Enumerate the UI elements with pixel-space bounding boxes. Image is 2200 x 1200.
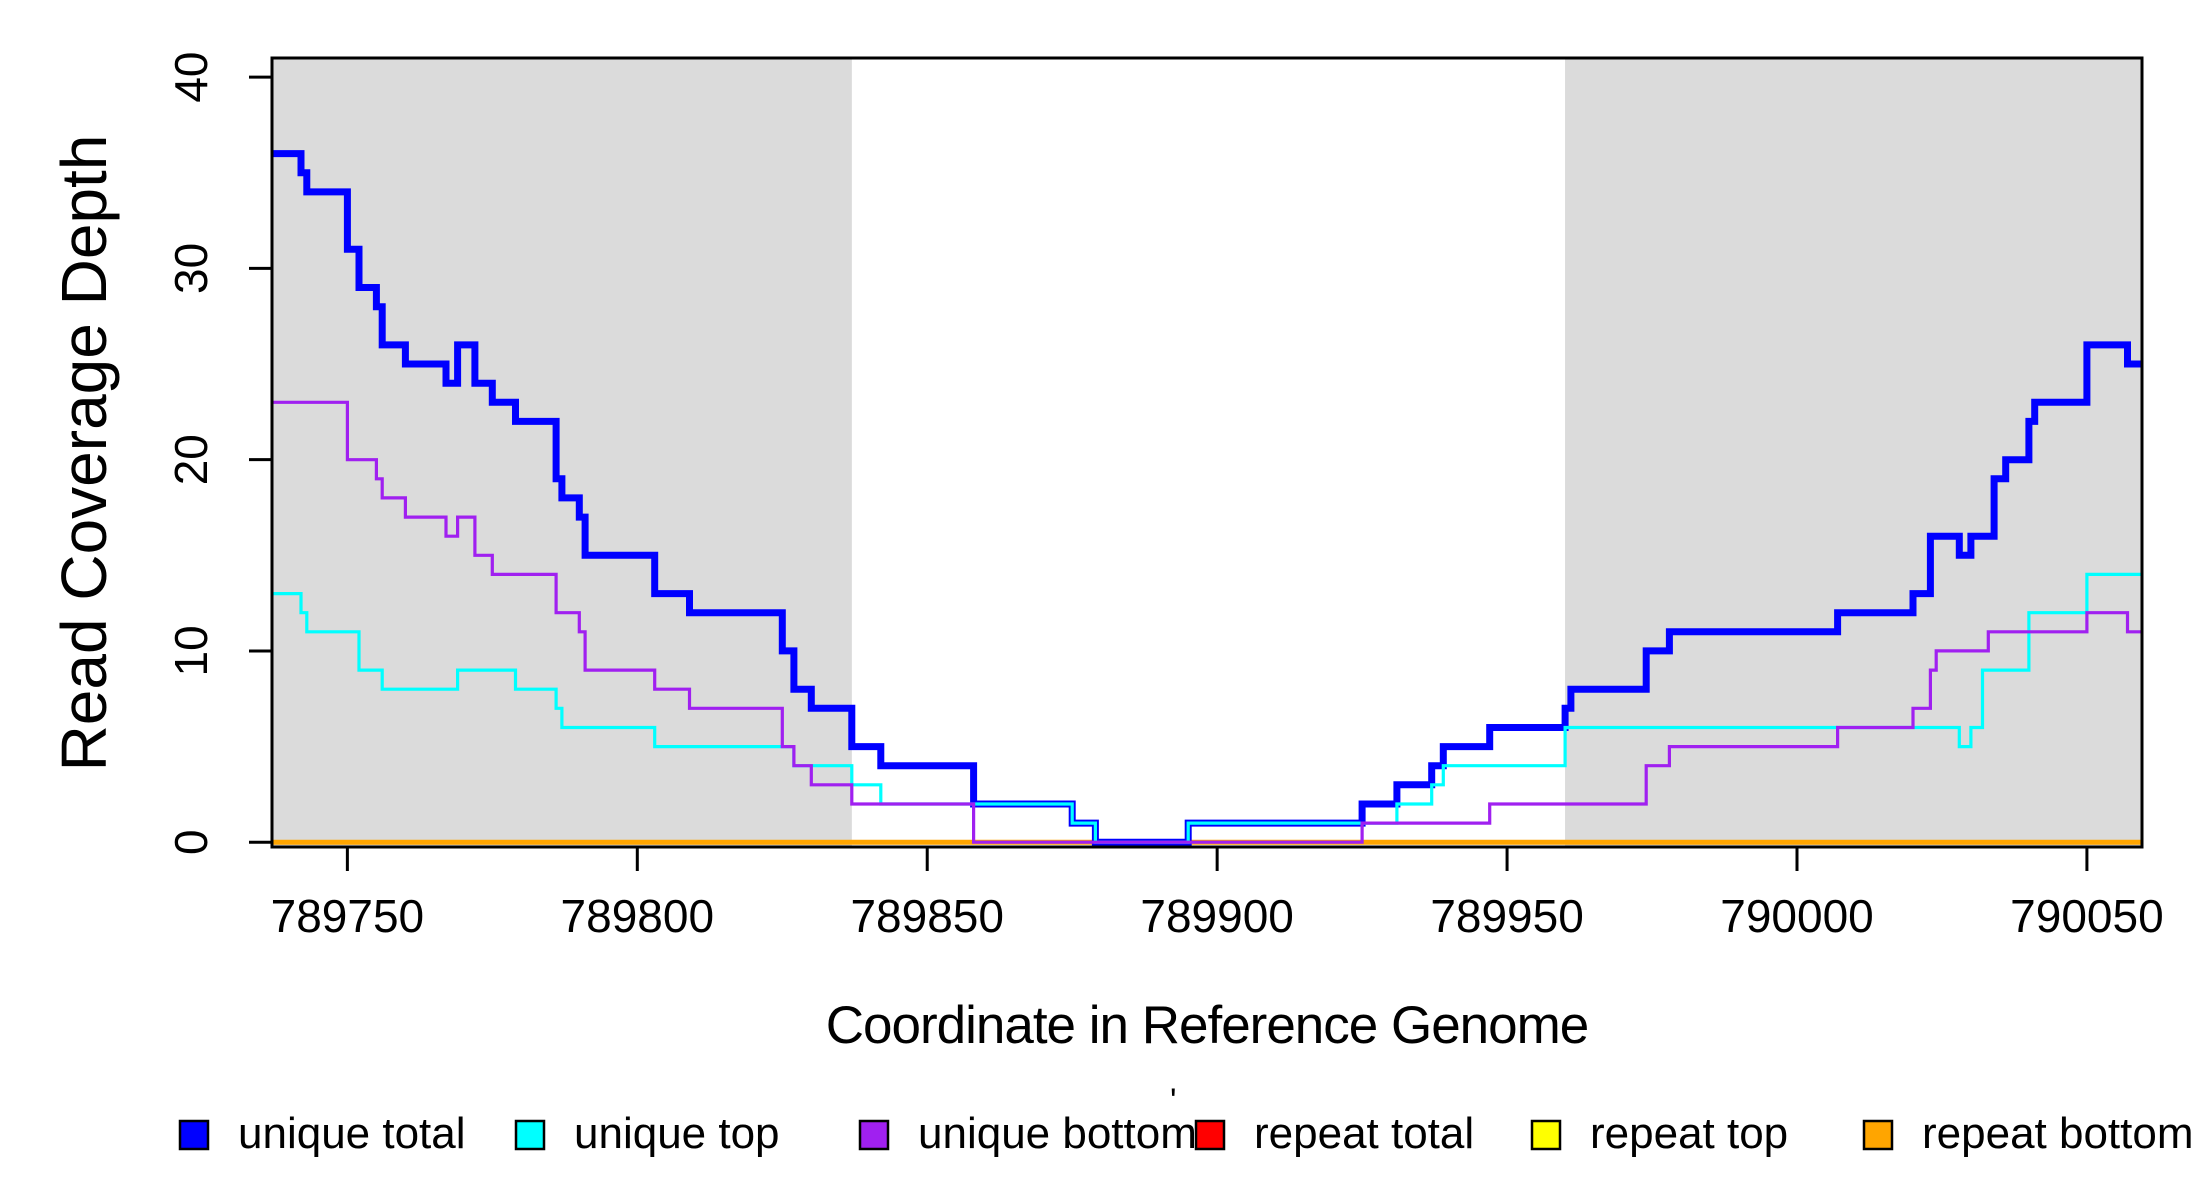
y-tick-label: 30 [165,243,217,294]
legend-swatch-unique-total [178,1119,210,1151]
y-axis-title: Read Coverage Depth [48,135,120,772]
legend-swatch-repeat-bottom [1862,1119,1894,1151]
legend-label: unique top [574,1109,780,1158]
legend-label: unique total [238,1109,466,1158]
series-unique-total [272,150,2142,846]
x-tick-label: 789800 [561,890,715,942]
series-unique-top [272,572,2142,844]
x-tick-label: 790000 [1720,890,1874,942]
y-tick-label: 0 [165,829,217,855]
x-tick-label: 789850 [850,890,1004,942]
legend-swatch-repeat-top [1530,1119,1562,1151]
x-axis-title: Coordinate in Reference Genome [826,996,1589,1055]
legend-item-unique-total: unique total [178,1109,466,1158]
y-tick-label: 10 [165,625,217,676]
legend-item-repeat-top: repeat top [1530,1109,1788,1158]
legend-label: unique bottom [918,1109,1197,1158]
plot-border [270,56,2144,849]
legend-swatch-repeat-total [1194,1119,1226,1151]
x-tick-label: 789900 [1140,890,1294,942]
y-tick-label: 20 [165,434,217,485]
x-tick-label: 789750 [271,890,425,942]
legend-label: repeat top [1590,1109,1788,1158]
legend-item-repeat-total: repeat total [1194,1109,1474,1158]
y-tick-label: 40 [165,52,217,103]
legend-swatch-unique-top [514,1119,546,1151]
legend-item-unique-top: unique top [514,1109,780,1158]
legend-label: repeat bottom [1922,1109,2194,1158]
legend-label: repeat total [1254,1109,1474,1158]
x-tick-label: 790050 [2010,890,2164,942]
x-tick-label: 789950 [1430,890,1584,942]
legend-item-unique-bottom: unique bottom [858,1109,1197,1158]
legend-swatch-unique-bottom [858,1119,890,1151]
shaded-region [1565,58,2142,847]
stray-mark: ' [1170,1082,1177,1120]
legend-item-repeat-bottom: repeat bottom [1862,1109,2194,1158]
series-unique-bottom [272,400,2142,844]
